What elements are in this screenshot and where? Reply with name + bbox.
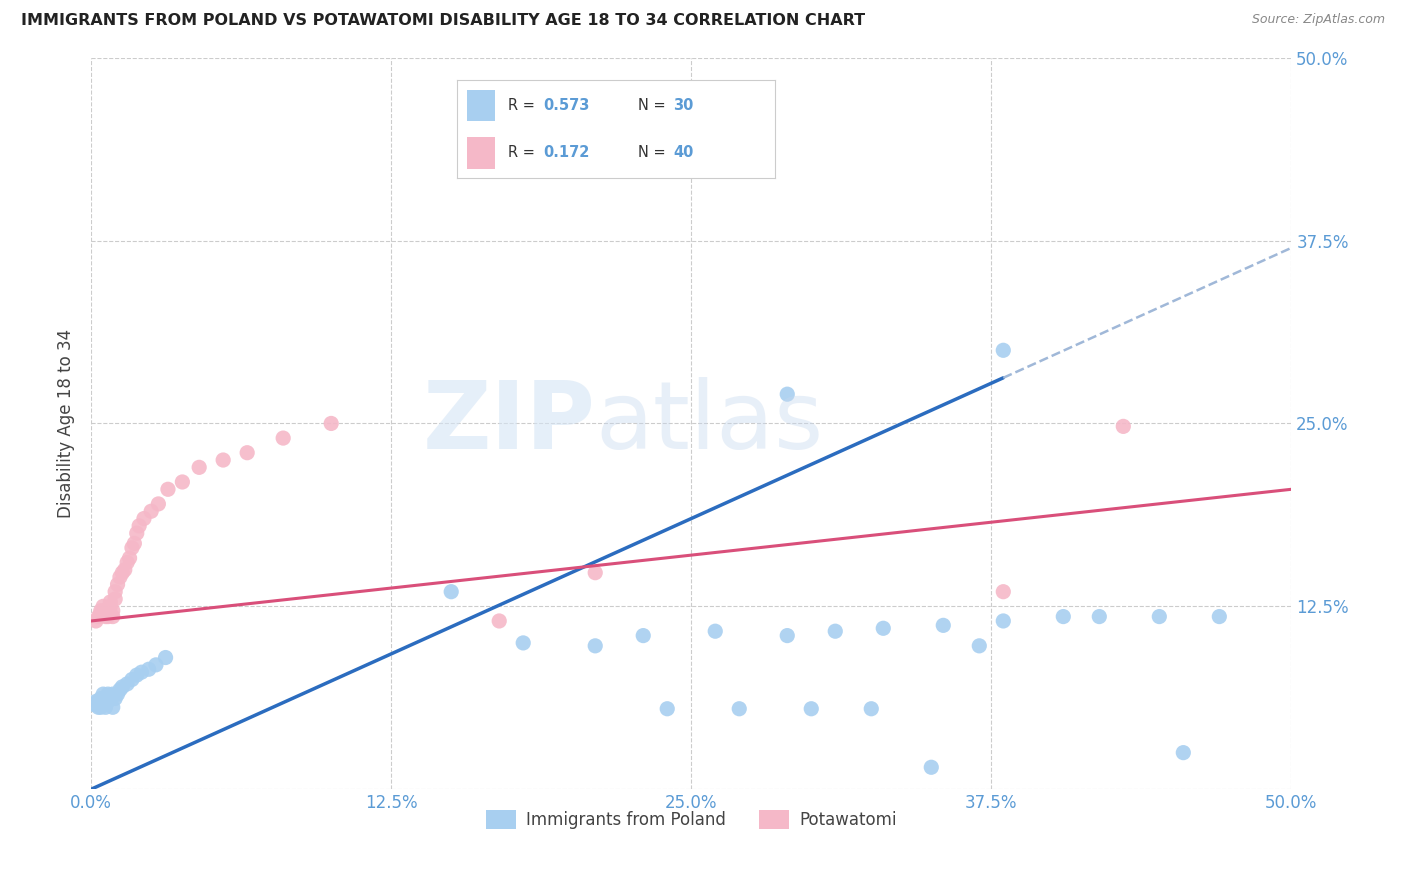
Point — [111, 566, 134, 580]
Point — [87, 700, 110, 714]
Point — [90, 604, 112, 618]
Point — [90, 700, 112, 714]
Point — [704, 624, 727, 639]
Point — [94, 604, 117, 618]
Point — [321, 417, 343, 431]
Point — [111, 680, 134, 694]
Point — [118, 551, 141, 566]
Point — [121, 673, 143, 687]
Point — [657, 702, 679, 716]
Point — [91, 687, 114, 701]
Point — [101, 700, 124, 714]
Point — [993, 584, 1015, 599]
Point — [83, 698, 105, 712]
Point — [776, 629, 799, 643]
Point — [993, 614, 1015, 628]
Point — [104, 592, 127, 607]
Point — [138, 662, 160, 676]
Point — [212, 453, 235, 467]
Y-axis label: Disability Age 18 to 34: Disability Age 18 to 34 — [58, 329, 75, 518]
Point — [860, 702, 883, 716]
Point — [1112, 419, 1135, 434]
Point — [188, 460, 211, 475]
Point — [98, 691, 121, 706]
Point — [87, 694, 110, 708]
Point — [271, 431, 294, 445]
Legend: Immigrants from Poland, Potawatomi: Immigrants from Poland, Potawatomi — [479, 803, 903, 836]
Point — [155, 650, 177, 665]
Point — [90, 607, 112, 621]
Point — [132, 511, 155, 525]
Point — [148, 497, 170, 511]
Point — [488, 614, 510, 628]
Point — [121, 541, 143, 555]
Text: atlas: atlas — [595, 377, 824, 469]
Point — [872, 621, 894, 635]
Point — [101, 609, 124, 624]
Point — [91, 694, 114, 708]
Point — [932, 618, 955, 632]
Point — [583, 639, 606, 653]
Point — [145, 657, 167, 672]
Point — [97, 694, 120, 708]
Point — [94, 698, 117, 712]
Point — [84, 694, 107, 708]
Point — [128, 519, 150, 533]
Point — [800, 702, 823, 716]
Point — [1208, 609, 1230, 624]
Text: Source: ZipAtlas.com: Source: ZipAtlas.com — [1251, 13, 1385, 27]
Point — [98, 595, 121, 609]
Point — [97, 687, 120, 701]
Text: ZIP: ZIP — [422, 377, 595, 469]
Point — [824, 624, 846, 639]
Point — [993, 343, 1015, 358]
Point — [104, 584, 127, 599]
Point — [84, 614, 107, 628]
Point — [125, 668, 148, 682]
Point — [114, 563, 136, 577]
Point — [97, 609, 120, 624]
Point — [107, 577, 129, 591]
Point — [141, 504, 163, 518]
Point — [236, 446, 259, 460]
Point — [90, 691, 112, 706]
Point — [1052, 609, 1074, 624]
Point — [91, 607, 114, 621]
Text: IMMIGRANTS FROM POLAND VS POTAWATOMI DISABILITY AGE 18 TO 34 CORRELATION CHART: IMMIGRANTS FROM POLAND VS POTAWATOMI DIS… — [21, 13, 865, 29]
Point — [1088, 609, 1111, 624]
Point — [94, 691, 117, 706]
Point — [583, 566, 606, 580]
Point — [131, 665, 153, 680]
Point — [91, 599, 114, 614]
Point — [125, 526, 148, 541]
Point — [104, 691, 127, 706]
Point — [969, 639, 991, 653]
Point — [97, 607, 120, 621]
Point — [108, 682, 131, 697]
Point — [94, 609, 117, 624]
Point — [115, 677, 138, 691]
Point — [124, 536, 146, 550]
Point — [156, 483, 179, 497]
Point — [920, 760, 942, 774]
Point — [1149, 609, 1171, 624]
Point — [631, 629, 654, 643]
Point — [115, 556, 138, 570]
Point — [776, 387, 799, 401]
Point — [108, 570, 131, 584]
Point — [94, 700, 117, 714]
Point — [87, 609, 110, 624]
Point — [512, 636, 534, 650]
Point — [728, 702, 751, 716]
Point — [84, 698, 107, 712]
Point — [107, 687, 129, 701]
Point — [101, 604, 124, 618]
Point — [101, 687, 124, 701]
Point — [98, 599, 121, 614]
Point — [1173, 746, 1195, 760]
Point — [440, 584, 463, 599]
Point — [172, 475, 194, 489]
